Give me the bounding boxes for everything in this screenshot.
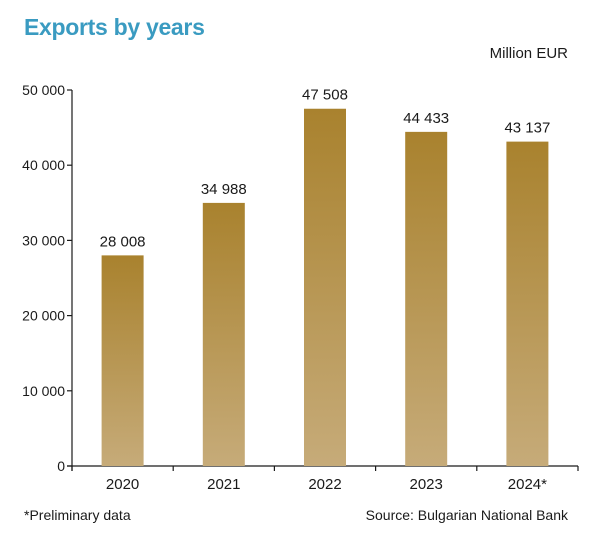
y-tick-label: 40 000 bbox=[22, 157, 65, 173]
y-tick-label: 10 000 bbox=[22, 383, 65, 399]
labels: 0 10 000 20 000 30 000 40 000 50 000 28 008 202… bbox=[22, 82, 550, 493]
bar bbox=[405, 131, 448, 467]
bar bbox=[506, 141, 549, 467]
x-tick-label: 2023 bbox=[410, 476, 443, 493]
x-tick-label: 2020 bbox=[106, 476, 139, 493]
y-tick-label: 0 bbox=[57, 458, 65, 474]
data-label: 47 508 bbox=[302, 87, 348, 104]
bar bbox=[101, 255, 144, 466]
x-tick-label: 2022 bbox=[308, 476, 341, 493]
y-tick-label: 20 000 bbox=[22, 308, 65, 324]
bar bbox=[304, 108, 346, 466]
data-label: 44 433 bbox=[403, 110, 449, 127]
bars bbox=[101, 108, 549, 467]
data-label: 34 988 bbox=[201, 181, 247, 198]
x-tick-label: 2024* bbox=[508, 476, 547, 493]
unit-label: Million EUR bbox=[489, 45, 568, 62]
x-tick-label: 2021 bbox=[207, 476, 240, 493]
source-note: Source: Bulgarian National Bank bbox=[365, 507, 568, 523]
data-label: 43 137 bbox=[504, 120, 550, 137]
chart-title: Exports by years bbox=[24, 14, 205, 40]
footnote: *Preliminary data bbox=[24, 507, 131, 523]
bar bbox=[202, 202, 245, 466]
data-label: 28 008 bbox=[100, 233, 146, 250]
y-tick-label: 50 000 bbox=[22, 82, 65, 98]
y-tick-label: 30 000 bbox=[22, 232, 65, 248]
